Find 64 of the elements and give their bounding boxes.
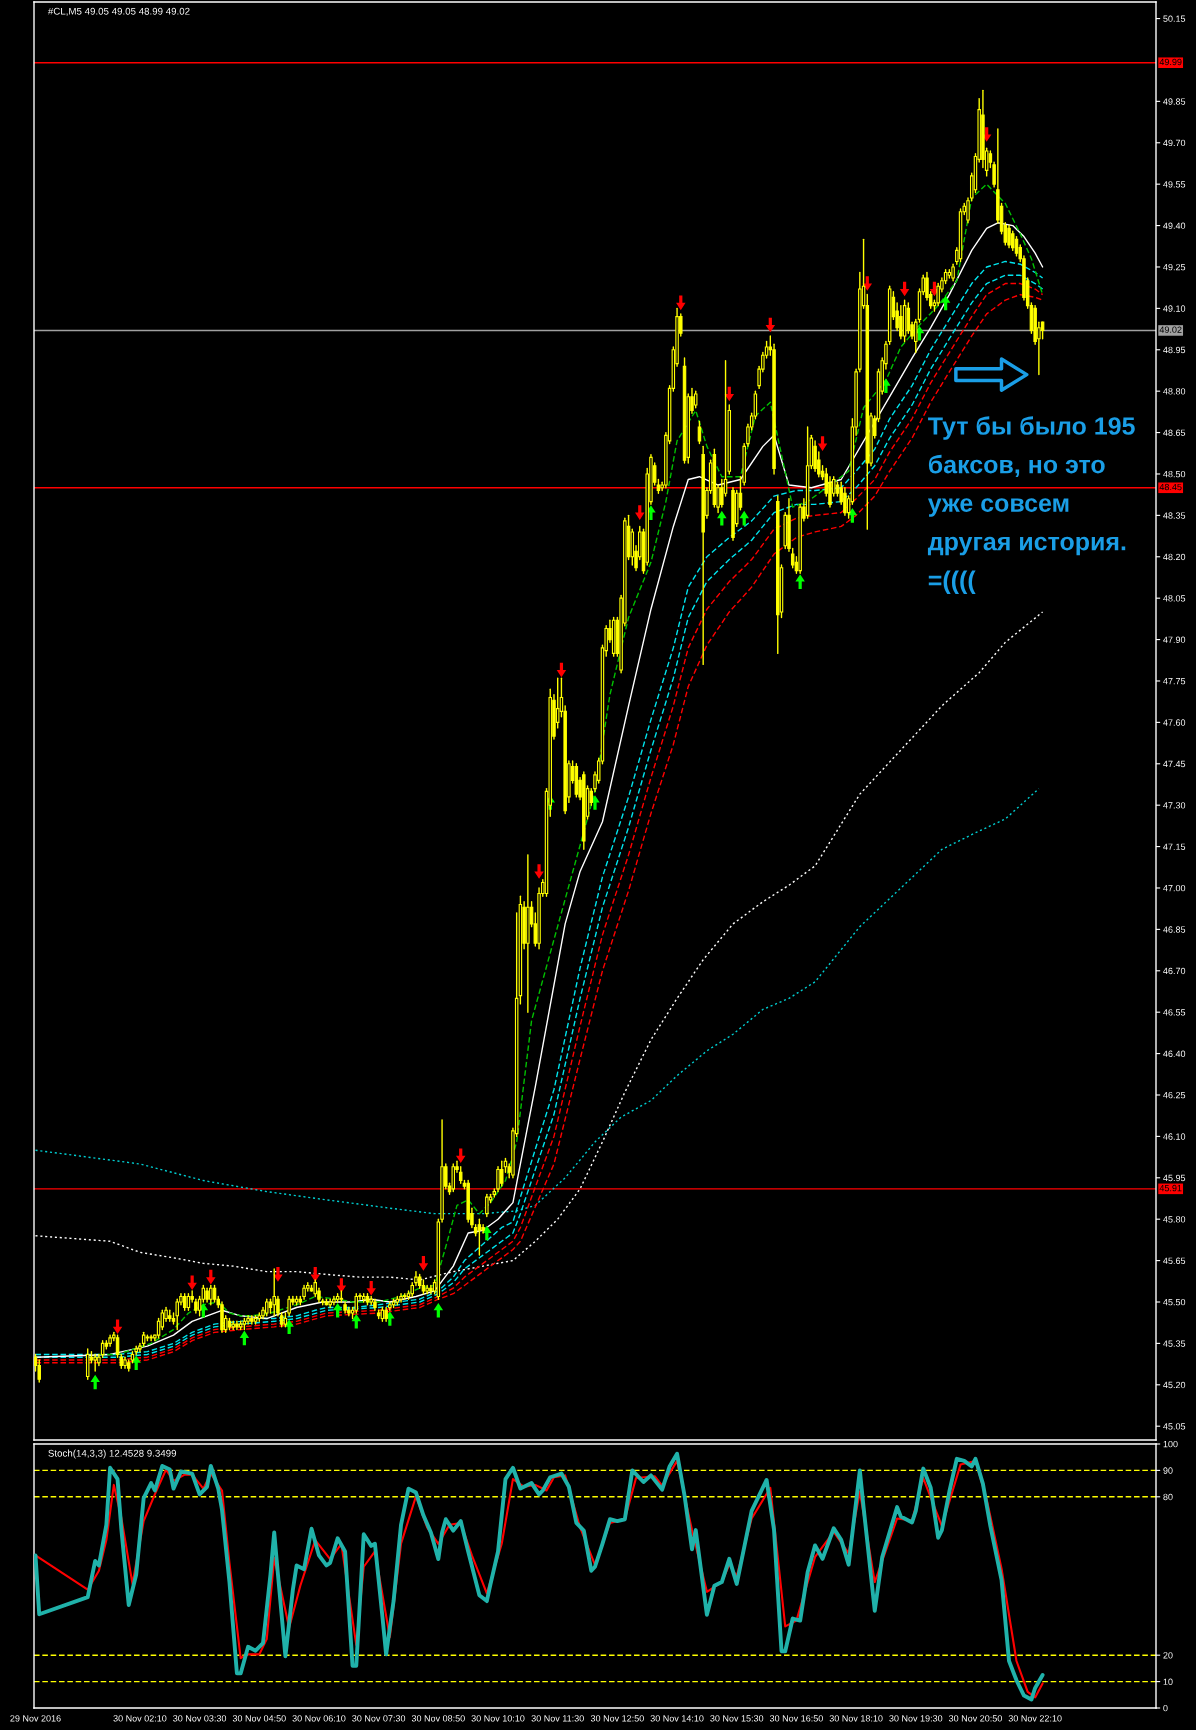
ref-line-label: 45.91 <box>1159 1184 1182 1192</box>
y-tick-label: 45.65 <box>1163 1257 1186 1264</box>
y-tick-label: 48.20 <box>1163 553 1186 561</box>
y-tick-label: 45.05 <box>1163 1423 1186 1430</box>
y-tick-label: 48.35 <box>1163 512 1186 519</box>
x-tick-label: 30 Nov 07:30 <box>352 1715 406 1722</box>
y-tick-label: 49.70 <box>1163 139 1186 147</box>
text: #CL,M5 49.05 49.05 48.99 49.02 <box>47 7 190 16</box>
y-tick-label: 49.40 <box>1163 222 1186 229</box>
y-tick-label: 47.15 <box>1163 843 1186 850</box>
y-tick-label: 46.55 <box>1163 1009 1186 1016</box>
x-tick-label: 30 Nov 04:50 <box>232 1715 286 1722</box>
y-tick-label: 20 <box>1163 1652 1173 1659</box>
x-tick-label: 30 Nov 11:30 <box>531 1715 584 1722</box>
x-tick-label: 30 Nov 22:10 <box>1008 1715 1062 1722</box>
y-tick-label: 45.35 <box>1163 1340 1186 1347</box>
y-tick-label: 47.60 <box>1163 719 1186 726</box>
y-tick-label: 80 <box>1163 1493 1173 1501</box>
y-tick-label: 45.95 <box>1163 1174 1186 1182</box>
y-tick-label: 50.15 <box>1163 15 1186 22</box>
y-tick-label: 100 <box>1163 1440 1178 1448</box>
y-tick-label: 46.10 <box>1163 1133 1186 1140</box>
x-tick-label: 30 Nov 02:10 <box>113 1715 167 1722</box>
y-tick-label: 46.25 <box>1163 1091 1186 1099</box>
y-tick-label: 48.05 <box>1163 595 1186 602</box>
ref-line-label: 49.99 <box>1159 58 1182 66</box>
y-tick-label: 48.80 <box>1163 388 1186 395</box>
x-tick-label: 30 Nov 10:10 <box>471 1715 525 1722</box>
y-tick-label: 47.45 <box>1163 760 1186 768</box>
y-tick-label: 49.85 <box>1163 98 1186 105</box>
y-tick-label: 47.00 <box>1163 884 1186 892</box>
x-tick-label: 29 Nov 2016 <box>10 1715 61 1722</box>
annotation: Тут бы было 195 баксов, но это уже совсем другая история. =(((( <box>927 416 1135 594</box>
y-tick-label: 48.65 <box>1163 429 1186 436</box>
x-tick-label: 30 Nov 08:50 <box>411 1715 465 1722</box>
x-tick-label: 30 Nov 12:50 <box>590 1715 644 1722</box>
y-tick-label: 47.30 <box>1163 802 1186 809</box>
x-tick-label: 30 Nov 06:10 <box>292 1715 346 1722</box>
y-tick-label: 47.90 <box>1163 636 1186 643</box>
y-tick-label: 49.25 <box>1163 263 1186 271</box>
x-tick-label: 30 Nov 16:50 <box>769 1715 823 1722</box>
y-tick-label: 49.10 <box>1163 305 1186 312</box>
x-tick-label: 30 Nov 03:30 <box>173 1715 227 1722</box>
ref-line-label: 48.45 <box>1159 483 1182 491</box>
y-tick-label: 10 <box>1163 1678 1173 1685</box>
y-tick-label: 0 <box>1163 1704 1168 1712</box>
ref-line-label: 49.02 <box>1159 326 1182 333</box>
y-tick-label: 49.55 <box>1163 181 1186 188</box>
y-tick-label: 46.40 <box>1163 1050 1186 1057</box>
y-tick-label: 45.20 <box>1163 1381 1186 1389</box>
y-tick-label: 47.75 <box>1163 678 1186 685</box>
y-tick-label: 46.70 <box>1163 967 1186 975</box>
text: Stoch(14,3,3) 12.4528 9.3499 <box>48 1449 177 1459</box>
x-tick-label: 30 Nov 18:10 <box>829 1715 883 1722</box>
x-tick-label: 30 Nov 15:30 <box>710 1715 764 1722</box>
y-tick-label: 48.95 <box>1163 346 1186 354</box>
y-tick-label: 45.50 <box>1163 1298 1186 1306</box>
x-tick-label: 30 Nov 19:30 <box>889 1715 943 1722</box>
y-tick-label: 46.85 <box>1163 926 1186 933</box>
y-tick-label: 48.50 <box>1163 470 1186 478</box>
y-tick-label: 45.80 <box>1163 1216 1186 1223</box>
x-tick-label: 30 Nov 20:50 <box>948 1715 1002 1722</box>
y-tick-label: 90 <box>1163 1467 1173 1474</box>
x-tick-label: 30 Nov 14:10 <box>650 1715 704 1722</box>
